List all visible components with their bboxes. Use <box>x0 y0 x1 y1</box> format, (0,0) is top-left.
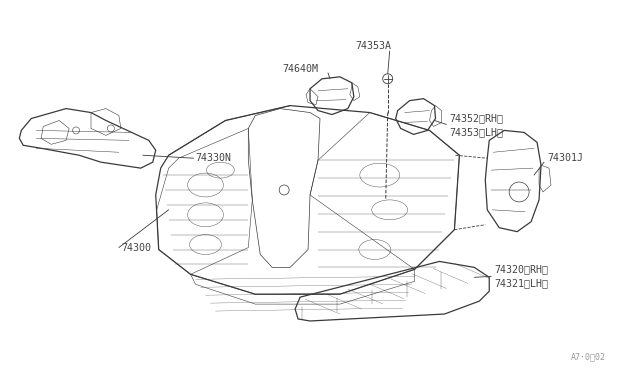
Text: 74300: 74300 <box>121 243 151 253</box>
Text: 74640M: 74640M <box>282 64 318 74</box>
Text: 74353〈LH〉: 74353〈LH〉 <box>449 127 504 137</box>
Text: 74321〈LH〉: 74321〈LH〉 <box>494 278 548 288</box>
Text: 74353A: 74353A <box>355 41 391 51</box>
Text: A7·0⁂02: A7·0⁂02 <box>572 352 606 361</box>
Text: 74320〈RH〉: 74320〈RH〉 <box>494 264 548 275</box>
Text: 74301J: 74301J <box>547 153 583 163</box>
Text: 74330N: 74330N <box>196 153 232 163</box>
Text: 74352〈RH〉: 74352〈RH〉 <box>449 113 504 124</box>
